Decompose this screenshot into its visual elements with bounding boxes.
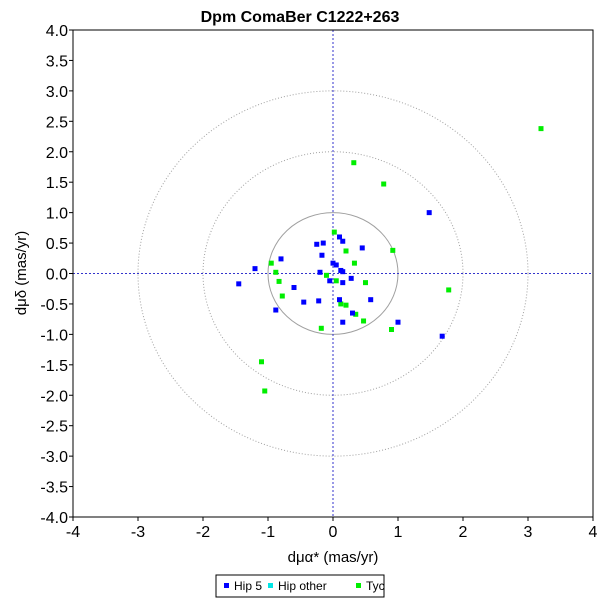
- x-tick-label: -4: [66, 524, 80, 541]
- legend-marker-tyc: [356, 583, 361, 588]
- chart-title: Dpm ComaBer C1222+263: [201, 9, 400, 26]
- y-tick-label: 1.0: [46, 206, 68, 223]
- x-tick-label: 2: [459, 524, 468, 541]
- y-tick-label: -3.5: [40, 480, 68, 497]
- x-tick-label: 4: [589, 524, 598, 541]
- x-tick-label: 3: [524, 524, 533, 541]
- data-point-tyc: [351, 260, 357, 266]
- y-axis-label: dμδ (mas/yr): [13, 231, 30, 316]
- data-point-hip-5: [359, 245, 365, 251]
- data-point-hip-5: [291, 285, 297, 291]
- data-point-hip-5: [340, 280, 346, 286]
- data-point-hip-5: [337, 234, 342, 240]
- data-point-hip-5: [333, 262, 339, 268]
- y-tick-label: -0.5: [40, 297, 68, 314]
- data-point-hip-5: [368, 297, 374, 303]
- data-point-tyc: [273, 269, 279, 275]
- data-point-tyc: [343, 248, 349, 254]
- data-point-hip-5: [252, 266, 258, 272]
- data-point-hip-5: [439, 333, 445, 339]
- data-point-tyc: [262, 388, 268, 394]
- data-point-tyc: [318, 325, 324, 331]
- data-point-hip-5: [314, 241, 320, 247]
- data-point-tyc: [324, 272, 329, 278]
- data-point-tyc: [361, 318, 367, 324]
- y-tick-label: 2.5: [46, 114, 68, 131]
- y-tick-label: -3.0: [40, 449, 68, 466]
- data-point-tyc: [259, 359, 264, 365]
- data-point-hip-5: [340, 269, 346, 275]
- data-point-tyc: [276, 278, 282, 284]
- x-axis-label: dμα* (mas/yr): [288, 549, 379, 566]
- legend-label-hip-other: Hip other: [278, 579, 327, 593]
- data-point-hip-5: [319, 252, 325, 258]
- legend-box: [215, 574, 385, 598]
- data-point-hip-5: [273, 307, 279, 313]
- plot-area: -4 -3 -2 -1 0 1 2 3 4 -4.0 -3.5 -3.0 -2.5 -2.0 -1.5 -1.…: [40, 23, 597, 541]
- data-point-hip-5: [236, 281, 242, 287]
- data-point-hip-5: [317, 269, 323, 275]
- data-point-tyc: [333, 278, 339, 284]
- data-point-tyc: [446, 287, 452, 293]
- y-tick-label: 3.5: [46, 53, 68, 70]
- y-tick-label: 2.0: [46, 145, 68, 162]
- legend-label-hip-5: Hip 5: [234, 579, 262, 593]
- y-tick-label: 0.0: [46, 267, 68, 284]
- legend-marker-hip-5: [224, 583, 229, 588]
- y-tick-label: 1.5: [46, 175, 68, 192]
- data-point-tyc: [268, 260, 274, 266]
- data-point-hip-5: [340, 319, 346, 325]
- x-tick-label: -3: [131, 524, 145, 541]
- y-tick-label: -2.0: [40, 388, 68, 405]
- data-point-hip-5: [330, 260, 336, 266]
- y-tick-label: -1.5: [40, 358, 68, 375]
- data-point-hip-5: [337, 297, 342, 303]
- data-point-hip-5: [348, 275, 354, 281]
- data-point-tyc: [279, 293, 285, 299]
- y-tick-label: -2.5: [40, 419, 68, 436]
- data-point-hip-5: [340, 238, 346, 244]
- legend: Hip 5 Hip other Tyc: [215, 574, 385, 598]
- y-tick-label: 3.0: [46, 84, 68, 101]
- x-tick-label: 0: [329, 524, 338, 541]
- data-point-tyc: [338, 301, 344, 307]
- legend-label-tyc: Tyc: [366, 579, 385, 593]
- y-tick-label: -1.0: [40, 327, 68, 344]
- legend-marker-hip-other: [268, 583, 273, 588]
- data-point-hip-5: [320, 240, 326, 246]
- data-point-tyc: [363, 280, 368, 286]
- x-tick-label: -2: [196, 524, 210, 541]
- x-tick-label: -1: [261, 524, 275, 541]
- data-point-hip-5: [327, 278, 333, 284]
- data-point-tyc: [343, 302, 349, 308]
- data-point-tyc: [390, 247, 396, 253]
- data-point-hip-5: [426, 210, 432, 216]
- y-tick-label: -4.0: [40, 510, 68, 527]
- data-point-tyc: [353, 311, 359, 317]
- x-tick-label: 1: [394, 524, 403, 541]
- data-point-tyc: [538, 126, 544, 132]
- data-point-hip-5: [301, 299, 307, 305]
- y-tick-label: 0.5: [46, 236, 68, 253]
- y-tick-label: 4.0: [46, 23, 68, 40]
- data-point-hip-5: [395, 319, 401, 325]
- data-point-hip-5: [278, 256, 284, 262]
- data-point-tyc: [331, 229, 337, 235]
- data-point-hip-5: [350, 310, 355, 316]
- data-point-tyc: [351, 160, 357, 166]
- data-point-tyc: [381, 181, 387, 187]
- reference-circle-3: [137, 90, 529, 457]
- data-point-tyc: [389, 327, 394, 333]
- data-point-hip-5: [316, 298, 322, 304]
